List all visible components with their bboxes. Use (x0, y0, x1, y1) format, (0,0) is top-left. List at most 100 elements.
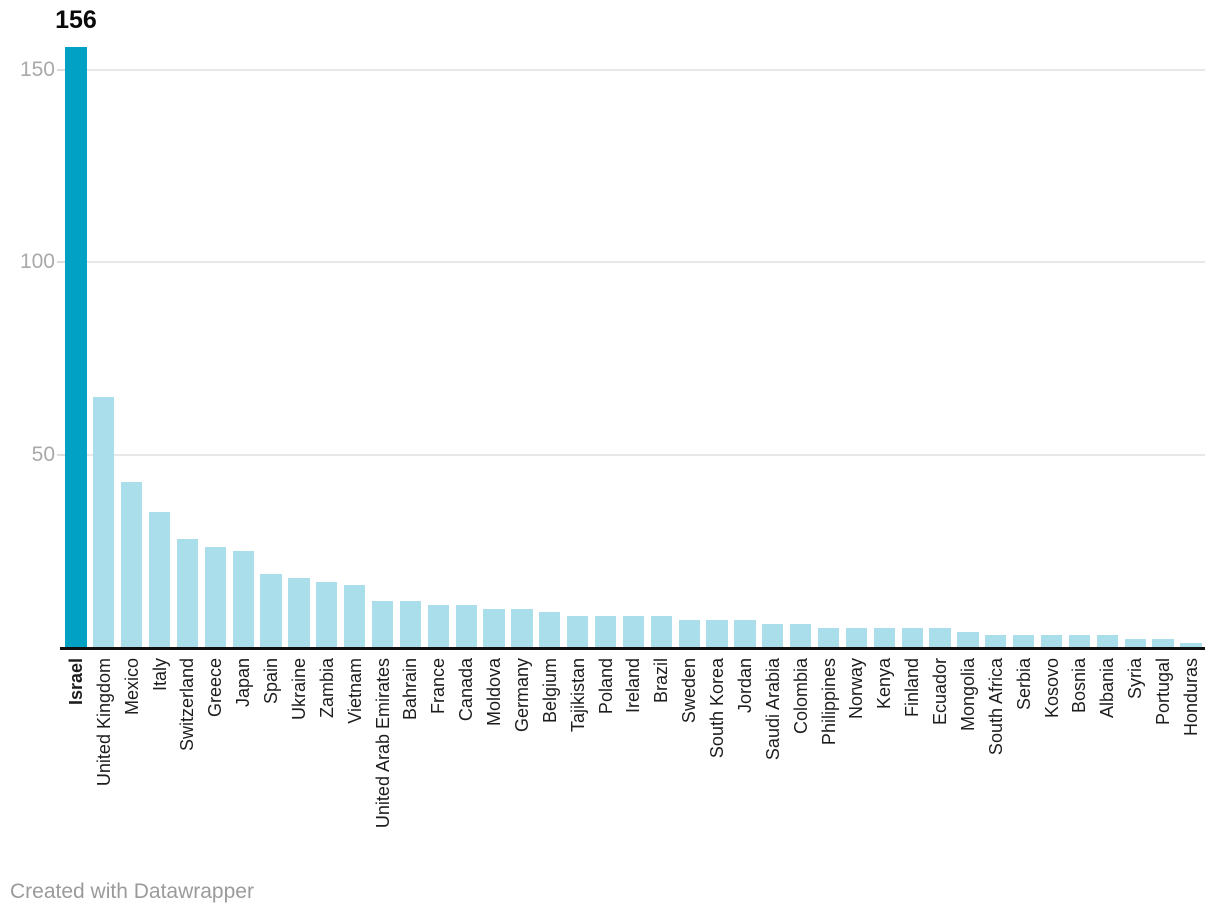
x-axis-label: South Africa (985, 658, 1006, 756)
bar (455, 604, 477, 647)
bar (260, 573, 282, 647)
x-axis-label: Finland (902, 658, 923, 718)
x-axis-label: Tajikistan (567, 658, 588, 733)
bar-column (1121, 47, 1149, 647)
x-label-cell: Belgium (536, 654, 564, 869)
bar-column (508, 47, 536, 647)
x-axis-label: Ecuador (930, 658, 951, 726)
gridline-150 (57, 69, 1205, 72)
x-axis-label: Bahrain (400, 658, 421, 721)
y-axis-tick (57, 261, 67, 264)
bar (121, 481, 143, 647)
x-label-cell: Tajikistan (564, 654, 592, 869)
bar (511, 608, 533, 647)
bar-column (480, 47, 508, 647)
x-label-cell: Japan (229, 654, 257, 869)
x-label-cell: Jordan (731, 654, 759, 869)
bar-column (592, 47, 620, 647)
bar (957, 631, 979, 647)
x-axis-label: Canada (456, 658, 477, 722)
x-axis-label: Albania (1097, 658, 1118, 719)
x-axis-label: Philippines (818, 658, 839, 746)
bar (734, 620, 756, 647)
bar (567, 616, 589, 647)
x-label-cell: Syria (1121, 654, 1149, 869)
x-axis-label: Saudi Arabia (762, 658, 783, 761)
x-label-cell: Ireland (620, 654, 648, 869)
x-label-cell: Portugal (1149, 654, 1177, 869)
x-label-cell: Mexico (118, 654, 146, 869)
bar-highlighted (65, 47, 87, 647)
bar (1124, 639, 1146, 647)
x-label-cell: Israel (62, 654, 90, 869)
bar-column (564, 47, 592, 647)
x-axis-label: Japan (233, 658, 254, 708)
gridline-50 (57, 453, 1205, 456)
x-axis-baseline (60, 647, 1205, 650)
bar-column (536, 47, 564, 647)
bar (790, 623, 812, 647)
bar (1180, 643, 1202, 647)
x-axis-label: Vietnam (344, 658, 365, 724)
bar-column (201, 47, 229, 647)
y-axis-tick (57, 453, 67, 456)
x-axis-label: Serbia (1013, 658, 1034, 711)
x-label-cell: Norway (843, 654, 871, 869)
x-label-cell: Italy (146, 654, 174, 869)
x-axis-label: Norway (846, 658, 867, 720)
x-label-cell: Mongolia (954, 654, 982, 869)
bar (622, 616, 645, 647)
bar (650, 616, 672, 647)
bar-column (898, 47, 926, 647)
bar-column (731, 47, 759, 647)
bar-column (1038, 47, 1066, 647)
bar-column (1177, 47, 1205, 647)
bar (427, 604, 449, 647)
bar (148, 512, 171, 647)
bar-column (982, 47, 1010, 647)
bar-column (759, 47, 787, 647)
bar-column (424, 47, 452, 647)
bar (762, 623, 784, 647)
x-axis-label: Kenya (874, 658, 895, 710)
x-axis-label: Mongolia (957, 658, 978, 732)
bar-column (620, 47, 648, 647)
bar-column (647, 47, 675, 647)
bar (232, 550, 254, 647)
bar-column (815, 47, 843, 647)
x-axis-label: Germany (511, 658, 532, 733)
bar-column (954, 47, 982, 647)
x-axis-label: Bosnia (1069, 658, 1090, 714)
x-axis-label: South Korea (707, 658, 728, 759)
bar-column (397, 47, 425, 647)
bar (817, 627, 840, 647)
bar-column (1066, 47, 1094, 647)
x-axis-label: Colombia (790, 658, 811, 735)
bar (483, 608, 505, 647)
x-axis-label: Brazil (651, 658, 672, 704)
plot-area: 156 (55, 6, 1205, 647)
x-axis-label: Sweden (679, 658, 700, 724)
x-label-cell: Switzerland (174, 654, 202, 869)
x-label-cell: Ecuador (926, 654, 954, 869)
x-axis-label: Syria (1125, 658, 1146, 700)
x-axis-label: Jordan (734, 658, 755, 714)
x-axis-label: Italy (149, 658, 170, 692)
bar (344, 585, 366, 647)
y-axis-tick-label-50: 50 (31, 442, 55, 466)
x-label-cell: United Kingdom (90, 654, 118, 869)
y-axis-tick-label-100: 100 (19, 250, 55, 274)
bar-column (90, 47, 118, 647)
x-axis-label: Poland (595, 658, 616, 715)
bar-column (703, 47, 731, 647)
x-label-cell: South Korea (703, 654, 731, 869)
datawrapper-credit: Created with Datawrapper (10, 880, 254, 903)
bar-column (1149, 47, 1177, 647)
bar (1152, 639, 1174, 647)
x-axis-label: Honduras (1180, 658, 1201, 737)
bar (594, 616, 617, 647)
gridline-100 (57, 261, 1205, 264)
x-label-cell: Zambia (313, 654, 341, 869)
bar (873, 627, 895, 647)
